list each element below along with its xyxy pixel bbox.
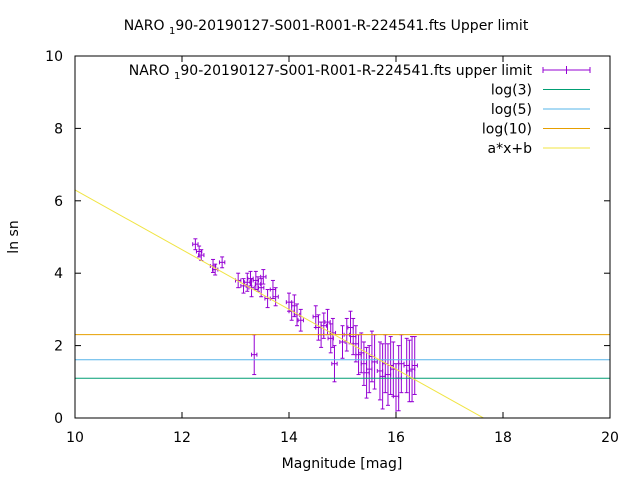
axis-ticks: 10 12 14 16 18 20 0 2 4 6 8 10 bbox=[45, 49, 619, 446]
chart-title: NARO 190-20190127-S001-R001-R-224541.fts… bbox=[124, 18, 529, 37]
data-point bbox=[411, 336, 418, 395]
data-point bbox=[347, 310, 354, 345]
data-point bbox=[244, 272, 251, 292]
x-tick-label: 10 bbox=[66, 430, 84, 446]
data-point bbox=[211, 263, 219, 276]
legend-item-2: log(5) bbox=[491, 102, 590, 118]
data-point bbox=[384, 343, 392, 406]
data-point bbox=[272, 287, 279, 307]
data-point bbox=[192, 238, 199, 251]
legend-label: NARO 190-20190127-S001-R001-R-224541.fts… bbox=[129, 63, 533, 82]
legend-item-3: log(10) bbox=[482, 122, 590, 138]
data-point bbox=[254, 276, 262, 292]
legend-label-main: NARO bbox=[129, 63, 174, 79]
plot-frame bbox=[74, 55, 611, 419]
data-point bbox=[260, 269, 267, 285]
legend-label: log(10) bbox=[482, 122, 532, 138]
data-point bbox=[398, 334, 405, 394]
plot-area bbox=[75, 189, 610, 418]
legend-item-1: log(3) bbox=[491, 83, 590, 99]
data-point bbox=[350, 317, 357, 356]
data-point bbox=[379, 343, 386, 410]
x-tick-label: 18 bbox=[494, 430, 512, 446]
data-point bbox=[320, 312, 327, 339]
chart-title-main: NARO bbox=[124, 18, 169, 34]
y-axis-label: ln sn bbox=[6, 220, 22, 253]
y-tick-label: 0 bbox=[54, 411, 63, 427]
data-point bbox=[371, 334, 378, 390]
data-point bbox=[339, 325, 346, 359]
data-point bbox=[331, 345, 338, 383]
x-tick-label: 16 bbox=[387, 430, 405, 446]
chart-title-subscript: 1 bbox=[169, 26, 175, 37]
x-tick-label: 12 bbox=[173, 430, 191, 446]
data-point bbox=[264, 288, 271, 309]
series-fit-line bbox=[75, 189, 485, 418]
y-tick-label: 10 bbox=[45, 49, 63, 65]
data-point bbox=[195, 245, 203, 258]
y-tick-label: 8 bbox=[54, 121, 63, 137]
y-tick-label: 4 bbox=[54, 266, 63, 282]
data-point bbox=[363, 346, 370, 399]
data-point bbox=[392, 363, 400, 418]
x-axis-label: Magnitude [mag] bbox=[282, 456, 403, 472]
data-point bbox=[251, 334, 258, 376]
legend-label-subscript: 1 bbox=[174, 71, 180, 82]
legend: NARO 190-20190127-S001-R001-R-224541.fts… bbox=[129, 63, 591, 157]
legend-item-4: a*x+b bbox=[488, 141, 590, 157]
data-point bbox=[240, 278, 247, 294]
legend-label-rest: 90-20190127-S001-R001-R-224541.fts upper… bbox=[180, 63, 532, 79]
legend-label: a*x+b bbox=[488, 141, 533, 157]
data-point bbox=[360, 341, 368, 386]
data-point bbox=[387, 336, 394, 395]
legend-label: log(5) bbox=[491, 102, 532, 118]
x-tick-label: 14 bbox=[280, 430, 298, 446]
legend-item-0: NARO 190-20190127-S001-R001-R-224541.fts… bbox=[129, 63, 591, 82]
data-point bbox=[376, 341, 384, 401]
data-point bbox=[218, 256, 226, 269]
y-tick-label: 6 bbox=[54, 194, 63, 210]
data-point bbox=[358, 332, 365, 374]
data-point bbox=[408, 336, 416, 403]
chart-title-rest: 90-20190127-S001-R001-R-224541.fts Upper… bbox=[175, 18, 529, 34]
y-tick-label: 2 bbox=[54, 339, 63, 355]
data-point bbox=[403, 337, 410, 394]
legend-label: log(3) bbox=[491, 83, 532, 99]
data-point bbox=[297, 308, 304, 332]
x-tick-label: 20 bbox=[601, 430, 619, 446]
